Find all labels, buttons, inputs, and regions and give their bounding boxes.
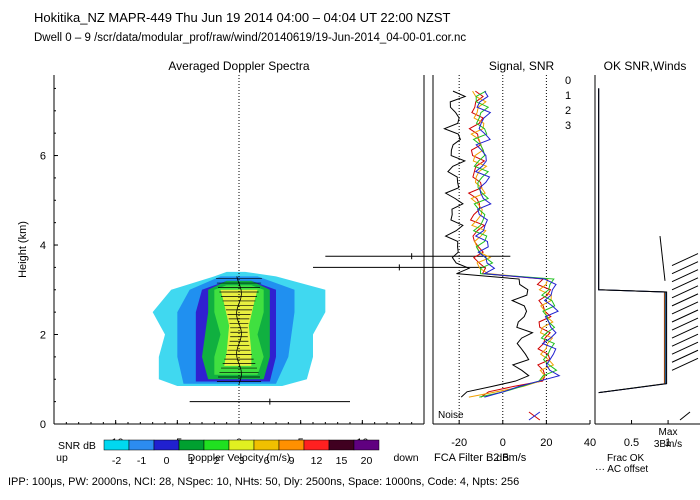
height-tick-label: 6 [40, 151, 46, 163]
colorbar-swatch [178, 439, 205, 451]
colorbar-swatch [328, 439, 355, 451]
snr-legend-1: 1 [565, 90, 571, 102]
wind-vector [671, 293, 699, 307]
colorbar-tick-label: 12 [311, 455, 323, 467]
snr-tick-label: -20 [451, 437, 467, 449]
fca-filter-label: FCA Filter B2 5m/s [434, 452, 527, 464]
wind-vector [671, 277, 699, 291]
wind-scale-arrow [679, 411, 691, 421]
colorbar-label: SNR dB [58, 440, 96, 452]
colorbar-tick-label: 3 [239, 455, 245, 467]
max-speed-label: 3Bm/s [654, 439, 682, 450]
frac-ok-label: Frac OK [607, 453, 645, 464]
snr-legend-0: 0 [565, 75, 571, 87]
frac-ok-line [598, 88, 665, 394]
direction-up-label: up [56, 452, 68, 464]
colorbar-swatch [353, 439, 380, 451]
snr-tick-label: 20 [540, 437, 552, 449]
colorbar-tick-label: 1 [189, 455, 195, 467]
colorbar-swatch [128, 439, 155, 451]
wind-vector [671, 309, 699, 323]
colorbar-swatch [253, 439, 280, 451]
colorbar-tick-label: 9 [289, 455, 295, 467]
spectra-mean-line [236, 276, 242, 384]
max-label: Max [659, 427, 678, 438]
wind-vector [659, 236, 666, 281]
snr-series-3 [474, 90, 561, 398]
frac-ok-line [598, 88, 667, 394]
colorbar-swatch [103, 439, 130, 451]
colorbar-swatch [228, 439, 255, 451]
noise-marker [528, 411, 541, 421]
header-path: Dwell 0 – 9 /scr/data/modular_prof/raw/w… [34, 32, 467, 44]
frac-ok-line [598, 88, 668, 394]
footer-params: IPP: 100μs, PW: 2000ns, NCI: 28, NSpec: … [8, 476, 520, 488]
colorbar-tick-label: 0 [164, 455, 170, 467]
noise-label: Noise [438, 410, 464, 421]
wind-vector [671, 317, 699, 331]
snr-legend-2: 2 [565, 105, 571, 117]
colorbar-tick-label: -1 [137, 455, 146, 467]
snr-series-1 [468, 90, 555, 398]
ac-offset-label: ··· AC offset [595, 464, 648, 475]
snr-series-2 [472, 90, 558, 398]
snr-legend-3: 3 [565, 120, 571, 132]
colorbar-tick-label: 20 [361, 455, 373, 467]
snr-axis-label: dB [496, 452, 509, 464]
colorbar-tick-label: 6 [264, 455, 270, 467]
wind-vector [671, 349, 699, 363]
colorbar-tick-label: 15 [336, 455, 348, 467]
wind-vector [671, 357, 699, 371]
height-tick-label: 2 [40, 330, 46, 342]
frac-tick-label: 0.5 [624, 437, 639, 449]
colorbar-swatch [303, 439, 330, 451]
wind-vector [671, 333, 699, 347]
height-tick-label: 4 [40, 240, 46, 252]
frac-tick-label: 1 [665, 437, 671, 449]
snr-tick-label: 0 [500, 437, 506, 449]
wind-vector [671, 325, 699, 339]
wind-vector [671, 261, 699, 275]
signal-profile [443, 90, 534, 398]
wind-vector [671, 285, 699, 299]
header-title: Hokitika_NZ MAPR-449 Thu Jun 19 2014 04:… [34, 10, 451, 25]
spectra-title: Averaged Doppler Spectra [168, 59, 310, 73]
colorbar-swatch [153, 439, 180, 451]
snr-tick-label: 40 [584, 437, 596, 449]
height-axis-label: Height (km) [17, 221, 29, 278]
snr-title: Signal, SNR [489, 59, 555, 73]
colorbar-tick-label: -2 [112, 455, 121, 467]
wind-vector [671, 253, 699, 267]
wind-vector [671, 269, 699, 283]
colorbar-swatch [203, 439, 230, 451]
frac-ok-line [598, 88, 666, 394]
wind-vector [671, 301, 699, 315]
winds-title: OK SNR,Winds [604, 59, 687, 73]
height-tick-label: 0 [40, 419, 46, 431]
velocity-axis-label: Doppler Velocity (m/s) [188, 452, 291, 464]
wind-vector [671, 341, 699, 355]
colorbar-swatch [278, 439, 305, 451]
colorbar-tick-label: 2 [214, 455, 220, 467]
direction-down-label: down [393, 452, 418, 464]
